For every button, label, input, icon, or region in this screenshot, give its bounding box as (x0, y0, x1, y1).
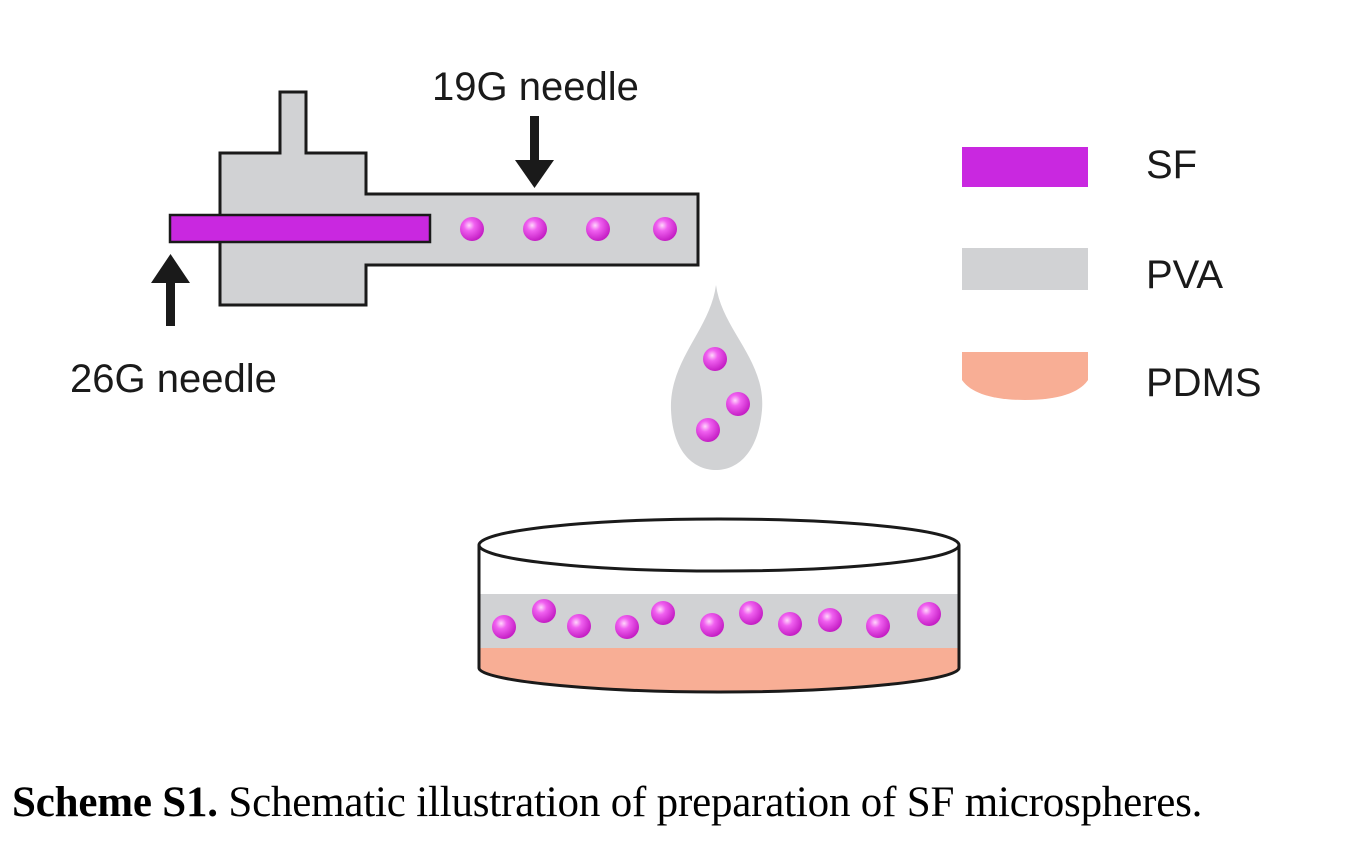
microsphere (739, 601, 763, 625)
microsphere (917, 602, 941, 626)
microsphere (696, 418, 720, 442)
dish-rim (477, 517, 961, 573)
microsphere (615, 615, 639, 639)
microsphere (586, 217, 610, 241)
legend: SF PVA PDMS (962, 143, 1262, 405)
microsphere (726, 392, 750, 416)
pva-droplet (670, 285, 763, 470)
channel-microspheres (460, 217, 677, 241)
microsphere (818, 608, 842, 632)
dish-wall (477, 545, 961, 694)
microsphere (653, 217, 677, 241)
caption-text: Schematic illustration of preparation of… (217, 779, 1203, 826)
legend-swatch-pva (962, 248, 1088, 290)
needle-housing (218, 90, 700, 307)
label-19g-needle: 19G needle (432, 65, 639, 109)
microsphere (651, 601, 675, 625)
microsphere (703, 347, 727, 371)
microsphere (700, 613, 724, 637)
microsphere (460, 217, 484, 241)
arrow-up-icon (151, 254, 190, 326)
microsphere (492, 615, 516, 639)
label-26g-needle: 26G needle (70, 357, 277, 401)
dish-microspheres (492, 599, 941, 639)
arrow-down-icon (515, 116, 554, 188)
microsphere (567, 614, 591, 638)
microsphere (778, 612, 802, 636)
legend-swatch-sf (962, 147, 1088, 187)
pdms-layer (479, 648, 959, 692)
figure-caption: Scheme S1. Schematic illustration of pre… (12, 778, 1357, 827)
legend-label-pva: PVA (1146, 253, 1223, 297)
scheme-diagram: 19G needle 26G needle (70, 65, 1262, 694)
legend-label-sf: SF (1146, 143, 1197, 187)
microsphere (866, 614, 890, 638)
legend-swatch-pdms (962, 352, 1088, 400)
petri-dish (477, 517, 961, 694)
microsphere (532, 599, 556, 623)
microsphere (523, 217, 547, 241)
droplet-microspheres (696, 347, 750, 442)
sf-inner-needle (168, 213, 432, 244)
caption-label: Scheme S1. (12, 779, 218, 826)
legend-label-pdms: PDMS (1146, 361, 1262, 405)
